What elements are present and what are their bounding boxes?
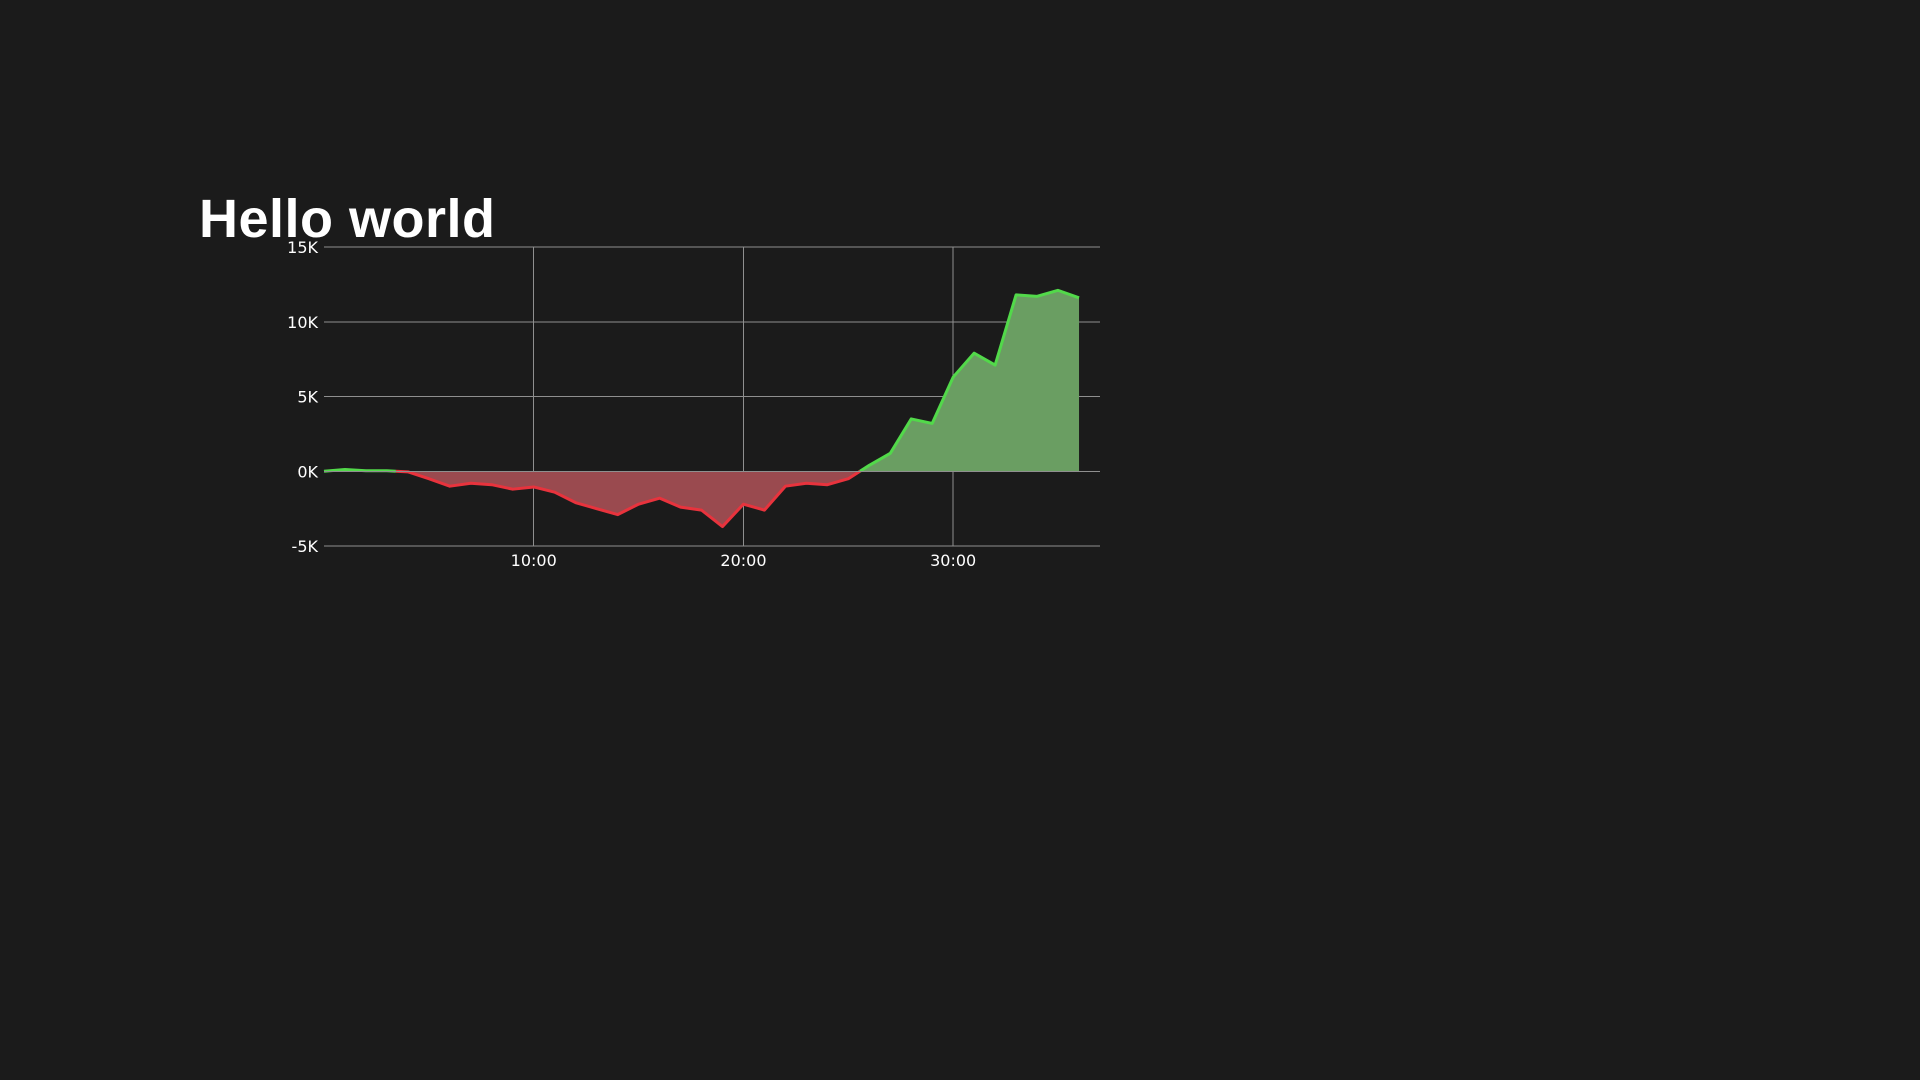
y-tick-label: 0K bbox=[297, 462, 318, 481]
tick-label-layer: 15K 10K 5K 0K -5K 10:00 20:00 30:00 bbox=[287, 238, 976, 570]
line-layer bbox=[323, 288, 1100, 529]
negative-area bbox=[395, 471, 860, 527]
y-tick-label: 15K bbox=[287, 238, 318, 257]
x-tick-label: 20:00 bbox=[720, 551, 766, 570]
negative-series-line bbox=[395, 469, 861, 529]
y-tick-label: -5K bbox=[292, 537, 319, 556]
positive-area bbox=[859, 290, 1080, 472]
fill-layer bbox=[324, 290, 1080, 527]
x-tick-label: 30:00 bbox=[930, 551, 976, 570]
positive-series-line bbox=[859, 288, 1080, 473]
y-tick-label: 5K bbox=[297, 388, 318, 407]
y-tick-label: 10K bbox=[287, 313, 318, 332]
chart-title: Hello world bbox=[199, 189, 496, 249]
x-tick-label: 10:00 bbox=[511, 551, 557, 570]
